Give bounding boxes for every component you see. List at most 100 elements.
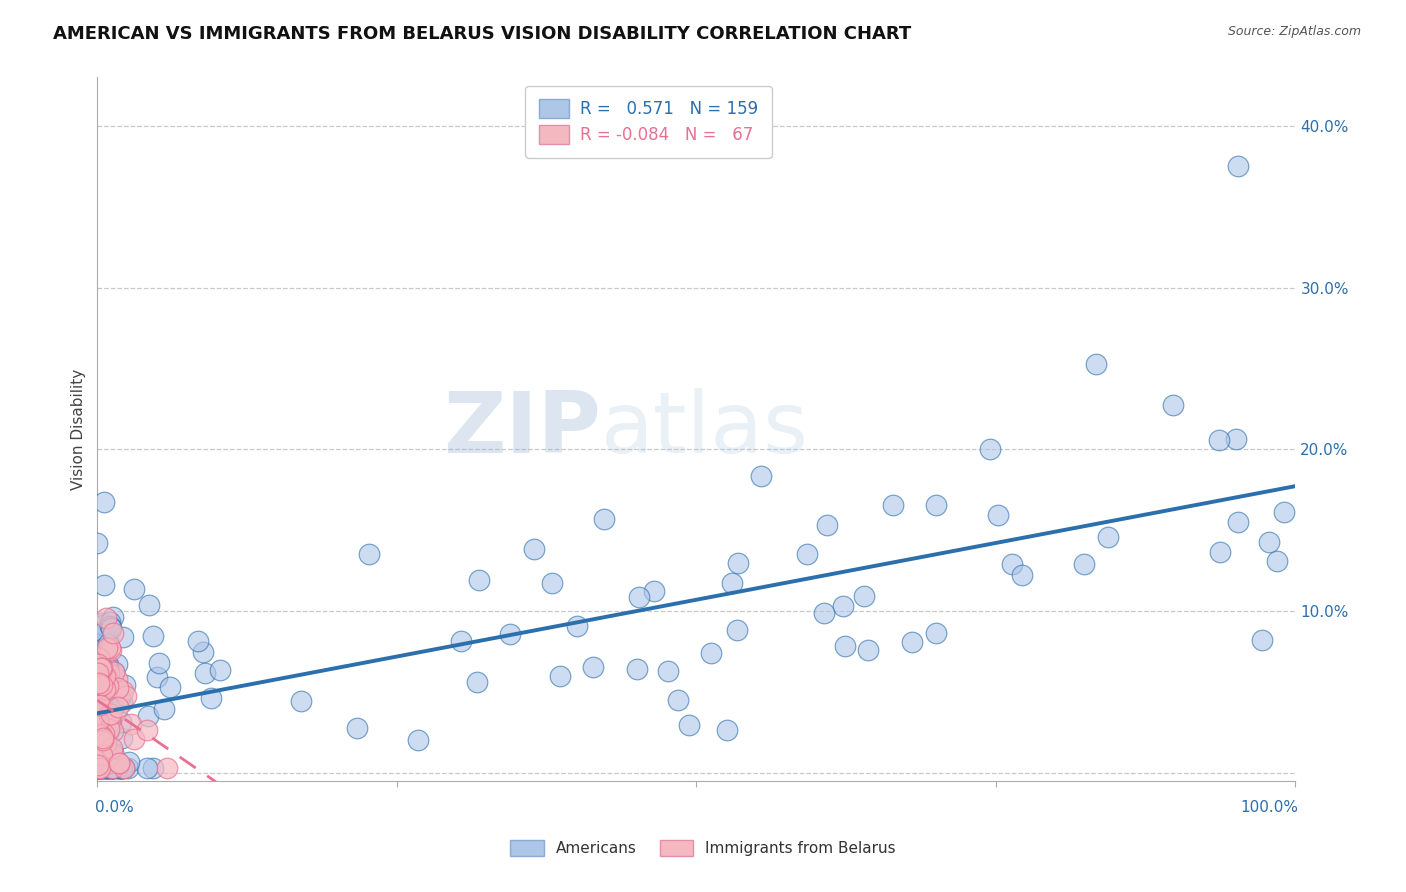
Point bbox=[100, 761, 122, 775]
Point bbox=[105, 657, 128, 671]
Point bbox=[1226, 160, 1249, 174]
Point bbox=[643, 583, 665, 598]
Point bbox=[90, 661, 112, 675]
Point bbox=[290, 694, 312, 708]
Point bbox=[834, 639, 856, 653]
Legend: R =   0.571   N = 159, R = -0.084   N =   67: R = 0.571 N = 159, R = -0.084 N = 67 bbox=[526, 86, 772, 158]
Point bbox=[1257, 534, 1279, 549]
Point bbox=[89, 627, 111, 641]
Point bbox=[86, 761, 108, 775]
Point bbox=[1001, 557, 1024, 571]
Point bbox=[87, 714, 110, 729]
Point bbox=[105, 761, 128, 775]
Point bbox=[101, 609, 124, 624]
Point bbox=[98, 615, 121, 629]
Point bbox=[107, 761, 129, 775]
Point bbox=[100, 619, 122, 633]
Point bbox=[136, 723, 159, 737]
Point bbox=[727, 557, 749, 571]
Point bbox=[749, 468, 772, 483]
Point bbox=[86, 758, 108, 772]
Point bbox=[94, 669, 117, 683]
Point bbox=[91, 761, 114, 775]
Point bbox=[94, 742, 117, 756]
Point bbox=[112, 684, 135, 698]
Point bbox=[98, 761, 121, 775]
Point bbox=[467, 675, 489, 690]
Text: ZIP: ZIP bbox=[443, 388, 600, 471]
Point bbox=[721, 575, 744, 590]
Point bbox=[101, 761, 124, 775]
Point bbox=[138, 598, 160, 612]
Point bbox=[100, 681, 122, 695]
Point bbox=[105, 672, 128, 686]
Point bbox=[86, 665, 108, 680]
Point bbox=[87, 747, 110, 762]
Point bbox=[89, 689, 111, 703]
Point bbox=[87, 657, 110, 672]
Point bbox=[103, 745, 125, 759]
Point bbox=[97, 761, 120, 775]
Point bbox=[565, 619, 588, 633]
Point bbox=[97, 666, 120, 681]
Point bbox=[1073, 558, 1095, 572]
Point bbox=[97, 708, 120, 723]
Point bbox=[91, 708, 114, 723]
Point bbox=[86, 743, 108, 757]
Point bbox=[118, 755, 141, 769]
Point bbox=[97, 726, 120, 740]
Point bbox=[813, 607, 835, 621]
Point bbox=[1208, 433, 1230, 447]
Point bbox=[86, 643, 108, 657]
Point bbox=[148, 656, 170, 670]
Point bbox=[86, 710, 108, 724]
Point bbox=[91, 732, 114, 747]
Point bbox=[1272, 505, 1295, 519]
Point bbox=[582, 660, 605, 674]
Point bbox=[94, 610, 117, 624]
Point bbox=[112, 761, 135, 775]
Point bbox=[98, 640, 121, 655]
Point bbox=[90, 677, 112, 691]
Point bbox=[91, 761, 114, 775]
Point bbox=[541, 575, 564, 590]
Point bbox=[89, 714, 111, 729]
Point bbox=[108, 690, 131, 704]
Point bbox=[1084, 357, 1107, 371]
Point bbox=[100, 715, 122, 730]
Point bbox=[91, 678, 114, 692]
Point bbox=[1267, 554, 1289, 568]
Point bbox=[91, 748, 114, 763]
Point bbox=[592, 512, 614, 526]
Point bbox=[1163, 398, 1185, 412]
Point bbox=[97, 658, 120, 673]
Point bbox=[89, 761, 111, 775]
Text: AMERICAN VS IMMIGRANTS FROM BELARUS VISION DISABILITY CORRELATION CHART: AMERICAN VS IMMIGRANTS FROM BELARUS VISI… bbox=[53, 25, 911, 43]
Point bbox=[499, 627, 522, 641]
Point bbox=[110, 761, 132, 775]
Point bbox=[122, 582, 145, 596]
Point bbox=[122, 731, 145, 746]
Point bbox=[87, 696, 110, 710]
Point bbox=[96, 679, 118, 693]
Text: Source: ZipAtlas.com: Source: ZipAtlas.com bbox=[1227, 25, 1361, 38]
Point bbox=[90, 728, 112, 742]
Point bbox=[120, 716, 142, 731]
Point bbox=[103, 700, 125, 714]
Point bbox=[725, 623, 748, 637]
Point bbox=[107, 756, 129, 770]
Point bbox=[111, 761, 134, 775]
Point bbox=[87, 761, 110, 775]
Point bbox=[111, 695, 134, 709]
Point bbox=[832, 599, 855, 613]
Point bbox=[108, 761, 131, 775]
Point bbox=[98, 714, 121, 728]
Point bbox=[96, 761, 118, 775]
Point bbox=[100, 706, 122, 721]
Point bbox=[208, 663, 231, 677]
Point bbox=[98, 761, 121, 775]
Point bbox=[114, 761, 136, 775]
Point bbox=[111, 630, 134, 644]
Point bbox=[97, 748, 120, 763]
Point bbox=[136, 761, 159, 775]
